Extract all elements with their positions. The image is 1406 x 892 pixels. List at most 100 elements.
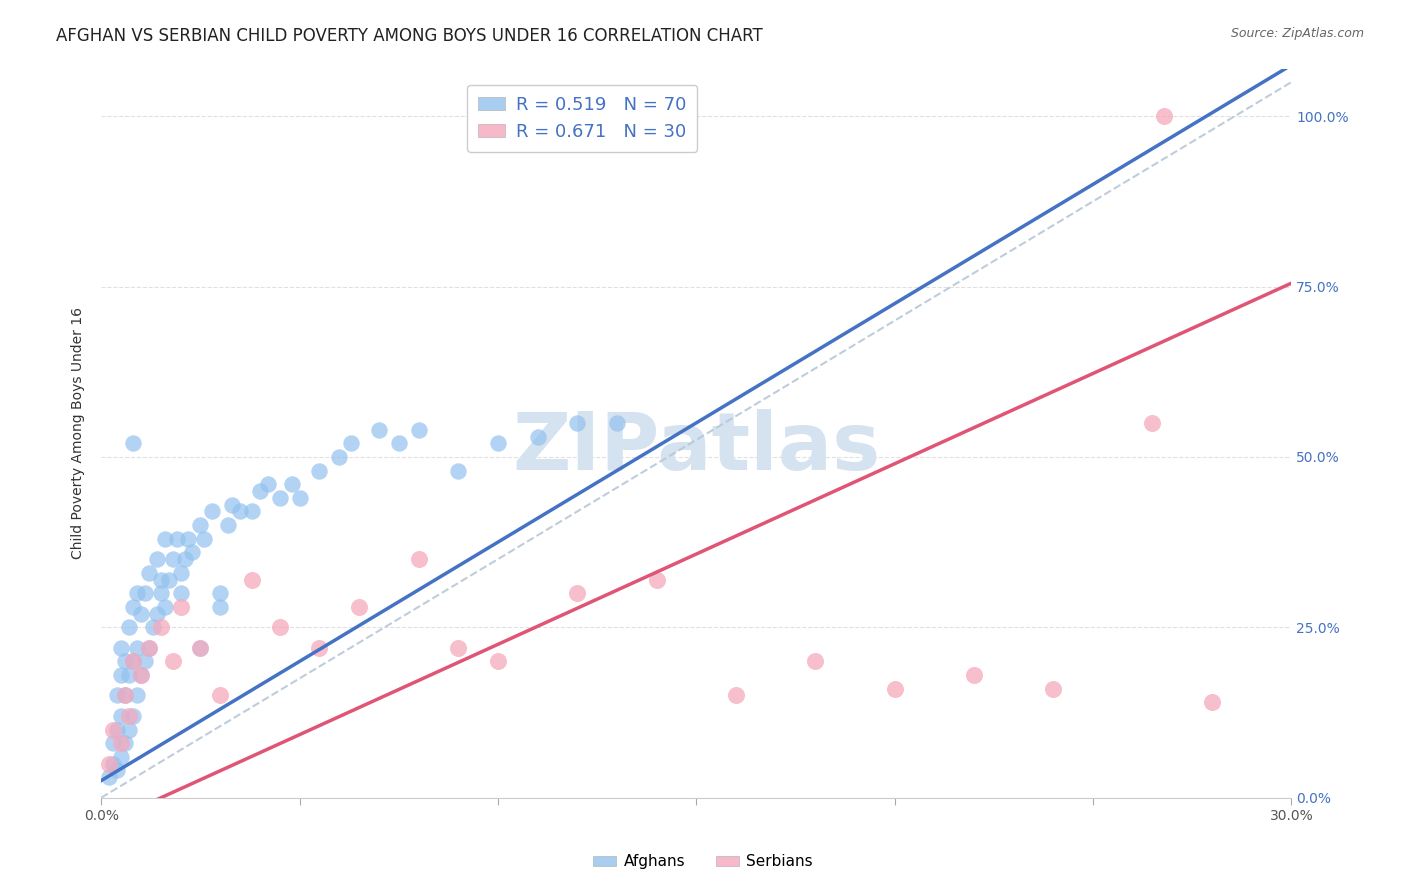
Point — [105, 723, 128, 737]
Point — [209, 586, 232, 600]
Point — [101, 736, 124, 750]
Point — [269, 620, 291, 634]
Legend: R = 0.519   N = 70, R = 0.671   N = 30: R = 0.519 N = 70, R = 0.671 N = 30 — [467, 85, 697, 152]
Point — [166, 532, 188, 546]
Point — [408, 552, 430, 566]
Point — [567, 586, 589, 600]
Point — [201, 504, 224, 518]
Point — [169, 599, 191, 614]
Point — [308, 640, 330, 655]
Point — [122, 599, 145, 614]
Point — [328, 450, 350, 464]
Point — [118, 709, 141, 723]
Point — [129, 668, 152, 682]
Point — [98, 756, 121, 771]
Point — [240, 504, 263, 518]
Point — [114, 689, 136, 703]
Point — [169, 566, 191, 580]
Point — [114, 654, 136, 668]
Point — [193, 532, 215, 546]
Point — [134, 654, 156, 668]
Point — [169, 586, 191, 600]
Point — [190, 640, 212, 655]
Point — [567, 416, 589, 430]
Point — [883, 681, 905, 696]
Point — [138, 640, 160, 655]
Point — [606, 416, 628, 430]
Point — [181, 545, 204, 559]
Point — [804, 654, 827, 668]
Point — [269, 491, 291, 505]
Point — [486, 436, 509, 450]
Point — [308, 464, 330, 478]
Point — [486, 654, 509, 668]
Point — [177, 532, 200, 546]
Point — [280, 477, 302, 491]
Point — [110, 736, 132, 750]
Point — [526, 429, 548, 443]
Point — [125, 586, 148, 600]
Point — [142, 620, 165, 634]
Text: ZIPatlas: ZIPatlas — [512, 409, 880, 487]
Point — [98, 770, 121, 784]
Point — [101, 756, 124, 771]
Point — [157, 573, 180, 587]
Point — [217, 518, 239, 533]
Point — [1142, 416, 1164, 430]
Point — [110, 749, 132, 764]
Point — [162, 552, 184, 566]
Point — [190, 518, 212, 533]
Point — [105, 689, 128, 703]
Point — [367, 423, 389, 437]
Point — [118, 723, 141, 737]
Point — [110, 709, 132, 723]
Point — [1201, 695, 1223, 709]
Point — [105, 764, 128, 778]
Point — [118, 620, 141, 634]
Point — [118, 668, 141, 682]
Point — [388, 436, 411, 450]
Point — [153, 599, 176, 614]
Point — [221, 498, 243, 512]
Point — [153, 532, 176, 546]
Point — [645, 573, 668, 587]
Point — [229, 504, 252, 518]
Point — [138, 566, 160, 580]
Point — [408, 423, 430, 437]
Text: Source: ZipAtlas.com: Source: ZipAtlas.com — [1230, 27, 1364, 40]
Legend: Afghans, Serbians: Afghans, Serbians — [586, 848, 820, 875]
Point — [209, 599, 232, 614]
Point — [347, 599, 370, 614]
Point — [122, 709, 145, 723]
Point — [1153, 109, 1175, 123]
Point — [249, 483, 271, 498]
Point — [145, 607, 167, 621]
Point — [190, 640, 212, 655]
Y-axis label: Child Poverty Among Boys Under 16: Child Poverty Among Boys Under 16 — [72, 307, 86, 559]
Point — [240, 573, 263, 587]
Point — [114, 736, 136, 750]
Point — [110, 640, 132, 655]
Point — [122, 654, 145, 668]
Point — [963, 668, 986, 682]
Point — [129, 607, 152, 621]
Point — [447, 464, 470, 478]
Point — [110, 668, 132, 682]
Point — [125, 689, 148, 703]
Point — [256, 477, 278, 491]
Point — [149, 573, 172, 587]
Point — [122, 436, 145, 450]
Point — [122, 654, 145, 668]
Point — [162, 654, 184, 668]
Text: AFGHAN VS SERBIAN CHILD POVERTY AMONG BOYS UNDER 16 CORRELATION CHART: AFGHAN VS SERBIAN CHILD POVERTY AMONG BO… — [56, 27, 763, 45]
Point — [125, 640, 148, 655]
Point — [340, 436, 363, 450]
Point — [138, 640, 160, 655]
Point — [209, 689, 232, 703]
Point — [145, 552, 167, 566]
Point — [149, 586, 172, 600]
Point — [1042, 681, 1064, 696]
Point — [149, 620, 172, 634]
Point — [129, 668, 152, 682]
Point — [724, 689, 747, 703]
